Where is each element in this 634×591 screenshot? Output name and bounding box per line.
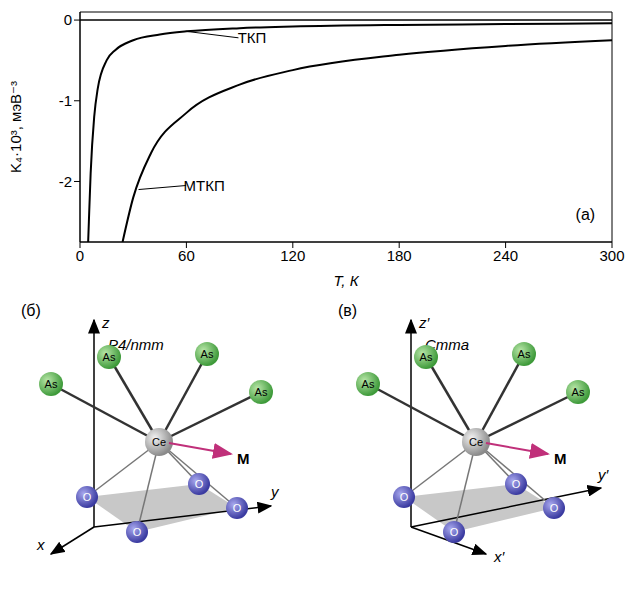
svg-text:x: x (36, 536, 45, 553)
svg-text:(в): (в) (338, 302, 357, 319)
svg-text:Ce: Ce (151, 436, 165, 448)
svg-text:O: O (449, 526, 458, 538)
svg-text:Cmma: Cmma (424, 336, 469, 353)
svg-text:K₄·10³, мэВ⁻³: K₄·10³, мэВ⁻³ (7, 81, 24, 173)
svg-text:0: 0 (76, 247, 84, 264)
svg-text:ТКП: ТКП (238, 29, 267, 46)
svg-text:As: As (517, 348, 530, 360)
svg-text:O: O (399, 491, 408, 503)
svg-text:As: As (102, 351, 115, 363)
svg-text:МТКП: МТКП (184, 177, 225, 194)
svg-text:Ce: Ce (468, 436, 482, 448)
svg-text:z: z (101, 314, 110, 331)
svg-text:O: O (82, 491, 91, 503)
svg-text:As: As (361, 378, 374, 390)
svg-text:P4/nmm: P4/nmm (107, 336, 164, 353)
svg-text:O: O (511, 478, 520, 490)
svg-text:z′: z′ (418, 314, 431, 331)
svg-text:M: M (554, 450, 567, 467)
svg-text:y′: y′ (597, 466, 610, 483)
svg-text:O: O (194, 478, 203, 490)
svg-text:x′: x′ (493, 548, 506, 565)
svg-text:As: As (44, 378, 57, 390)
svg-text:As: As (419, 351, 432, 363)
svg-text:-1: -1 (59, 92, 72, 109)
svg-text:120: 120 (280, 247, 305, 264)
svg-text:O: O (549, 502, 558, 514)
svg-text:0: 0 (64, 11, 72, 28)
svg-text:O: O (132, 526, 141, 538)
svg-text:(б): (б) (21, 302, 41, 319)
svg-text:O: O (232, 502, 241, 514)
svg-text:60: 60 (178, 247, 195, 264)
svg-text:180: 180 (387, 247, 412, 264)
svg-text:As: As (571, 386, 584, 398)
svg-text:y: y (270, 483, 280, 500)
svg-text:300: 300 (599, 247, 624, 264)
svg-text:240: 240 (493, 247, 518, 264)
svg-text:-2: -2 (59, 173, 72, 190)
svg-text:T, К: T, К (334, 272, 360, 289)
svg-text:(а): (а) (576, 206, 596, 223)
svg-text:As: As (254, 386, 267, 398)
svg-text:M: M (237, 450, 250, 467)
svg-text:As: As (200, 348, 213, 360)
